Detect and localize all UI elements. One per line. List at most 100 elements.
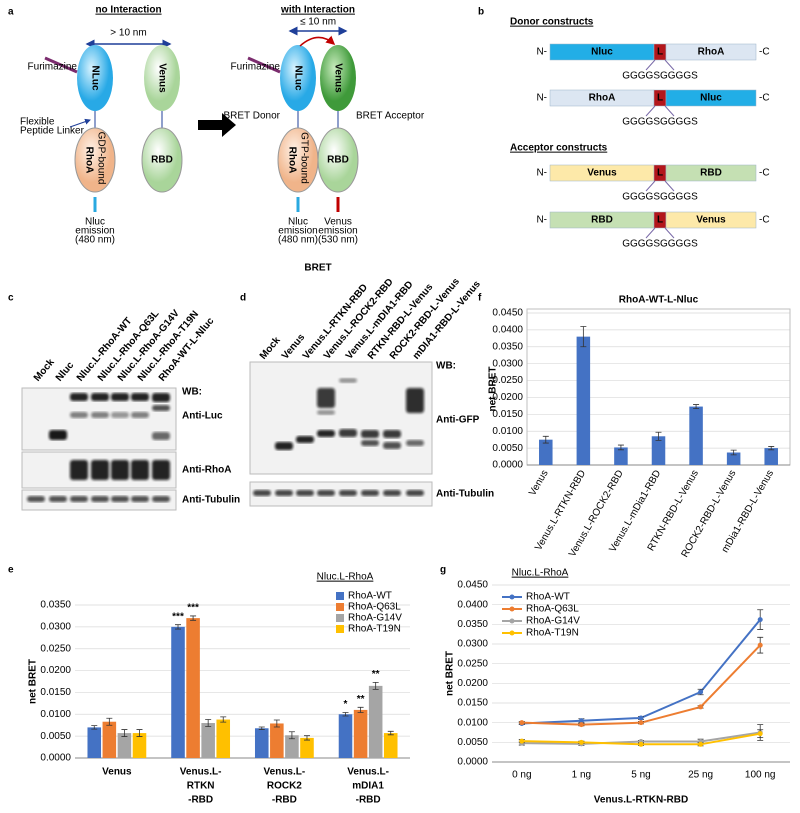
blot-band	[339, 429, 357, 437]
legend-swatch	[509, 618, 515, 624]
linker-bracket	[645, 227, 675, 239]
state-label: GDP-bound	[95, 132, 106, 185]
antibody-label: Anti-RhoA	[182, 465, 231, 476]
linker-sequence: GGGGSGGGGS	[622, 117, 698, 128]
part-label: L	[657, 47, 663, 58]
error-bar	[372, 681, 379, 690]
substrate-label: Furimazine	[231, 62, 281, 73]
error-bar	[273, 719, 280, 728]
acceptor-label: Venus	[332, 63, 343, 93]
bar	[368, 685, 383, 758]
y-tick-label: 0.0450	[457, 580, 488, 591]
error-bar	[387, 730, 394, 736]
y-tick-label: 0.0250	[40, 643, 71, 654]
blot-band	[131, 393, 149, 401]
error-bar	[190, 615, 197, 621]
lane-label: Nluc	[54, 360, 77, 384]
significance-label: ***	[187, 603, 199, 614]
section-title: Acceptor constructs	[510, 143, 608, 154]
emission-label: Venus	[324, 217, 352, 228]
transition-arrow	[198, 113, 236, 137]
panel-letter: a	[8, 7, 14, 18]
y-tick-label: 0.0350	[40, 600, 71, 611]
point	[638, 715, 644, 721]
point	[519, 738, 525, 744]
bar	[201, 723, 215, 758]
chart-title: Nluc.L-RhoA	[512, 568, 569, 579]
result-label: BRET	[304, 263, 331, 274]
part-label: L	[657, 93, 663, 104]
legend-swatch	[336, 614, 344, 622]
x-tick-label: -RBD	[356, 795, 381, 806]
bar	[102, 721, 117, 758]
diagram-title: with Interaction	[280, 5, 355, 16]
acceptor-shape	[144, 45, 180, 111]
blot-band	[253, 490, 271, 496]
point	[757, 731, 763, 737]
blot-band	[70, 460, 88, 480]
legend-label: RhoA-T19N	[348, 624, 401, 635]
x-tick-label: Venus.L-	[180, 767, 222, 778]
antibody-label: Anti-Luc	[182, 411, 223, 422]
legend-label: RhoA-WT	[348, 591, 392, 602]
bar	[186, 618, 200, 758]
legend-swatch	[336, 603, 344, 611]
panel-letter: e	[8, 565, 14, 576]
bar	[539, 439, 553, 465]
blot-band	[49, 430, 67, 440]
bar	[270, 723, 284, 758]
blot-band	[317, 410, 335, 415]
linker-sequence: GGGGSGGGGS	[622, 239, 698, 250]
blot-band	[152, 460, 170, 480]
linker-pointer	[69, 118, 91, 128]
point	[578, 739, 584, 745]
bar	[383, 733, 398, 758]
construct-part	[665, 43, 757, 61]
y-tick-label: 0.0100	[40, 709, 71, 720]
linker-bracket	[645, 180, 675, 192]
blot-band	[317, 388, 335, 408]
y-axis-label: net BRET	[488, 367, 499, 412]
antibody-label: Anti-Tubulin	[436, 489, 494, 500]
emission-label: (480 nm)	[75, 235, 115, 246]
y-tick-label: 0.0300	[457, 639, 488, 650]
blot-band	[91, 393, 109, 401]
blot-band	[70, 393, 88, 401]
error-bar	[121, 729, 128, 737]
legend-swatch	[509, 594, 515, 600]
gtpase-shape	[74, 127, 116, 193]
antibody-label: Anti-Tubulin	[182, 495, 240, 506]
point	[757, 617, 763, 623]
panel-letter: b	[478, 7, 484, 18]
terminus-label: N-	[536, 168, 547, 179]
blot-band	[406, 388, 424, 413]
emission-label: Nluc	[288, 217, 308, 228]
error-bar	[303, 735, 310, 741]
linker-bracket	[645, 105, 675, 117]
y-tick-label: 0.0150	[492, 409, 523, 420]
blot-band	[152, 432, 170, 440]
transfer-arrow	[299, 35, 336, 47]
y-axis-label: net BRET	[445, 651, 456, 696]
x-tick-label: Venus	[102, 767, 132, 778]
lane-label: Mock	[258, 335, 283, 362]
bar	[764, 448, 778, 465]
y-tick-label: 0.0450	[492, 308, 523, 319]
x-tick-label: 25 ng	[688, 770, 713, 781]
linker-sequence: GGGGSGGGGS	[622, 192, 698, 203]
legend-swatch	[336, 625, 344, 633]
error-bar	[175, 624, 182, 630]
x-tick-label: 5 ng	[631, 770, 650, 781]
blot-band	[91, 496, 109, 502]
blot-band	[27, 496, 45, 502]
legend-swatch	[336, 592, 344, 600]
x-tick-label: ROCK2	[267, 781, 302, 792]
part-label: L	[657, 168, 663, 179]
blot-band	[383, 442, 401, 449]
significance-label: ***	[172, 611, 184, 622]
effector-label: RBD	[151, 155, 173, 166]
blot-band	[131, 496, 149, 502]
construct-part	[665, 211, 757, 229]
blot-band	[111, 393, 129, 401]
blot-band	[296, 436, 314, 443]
